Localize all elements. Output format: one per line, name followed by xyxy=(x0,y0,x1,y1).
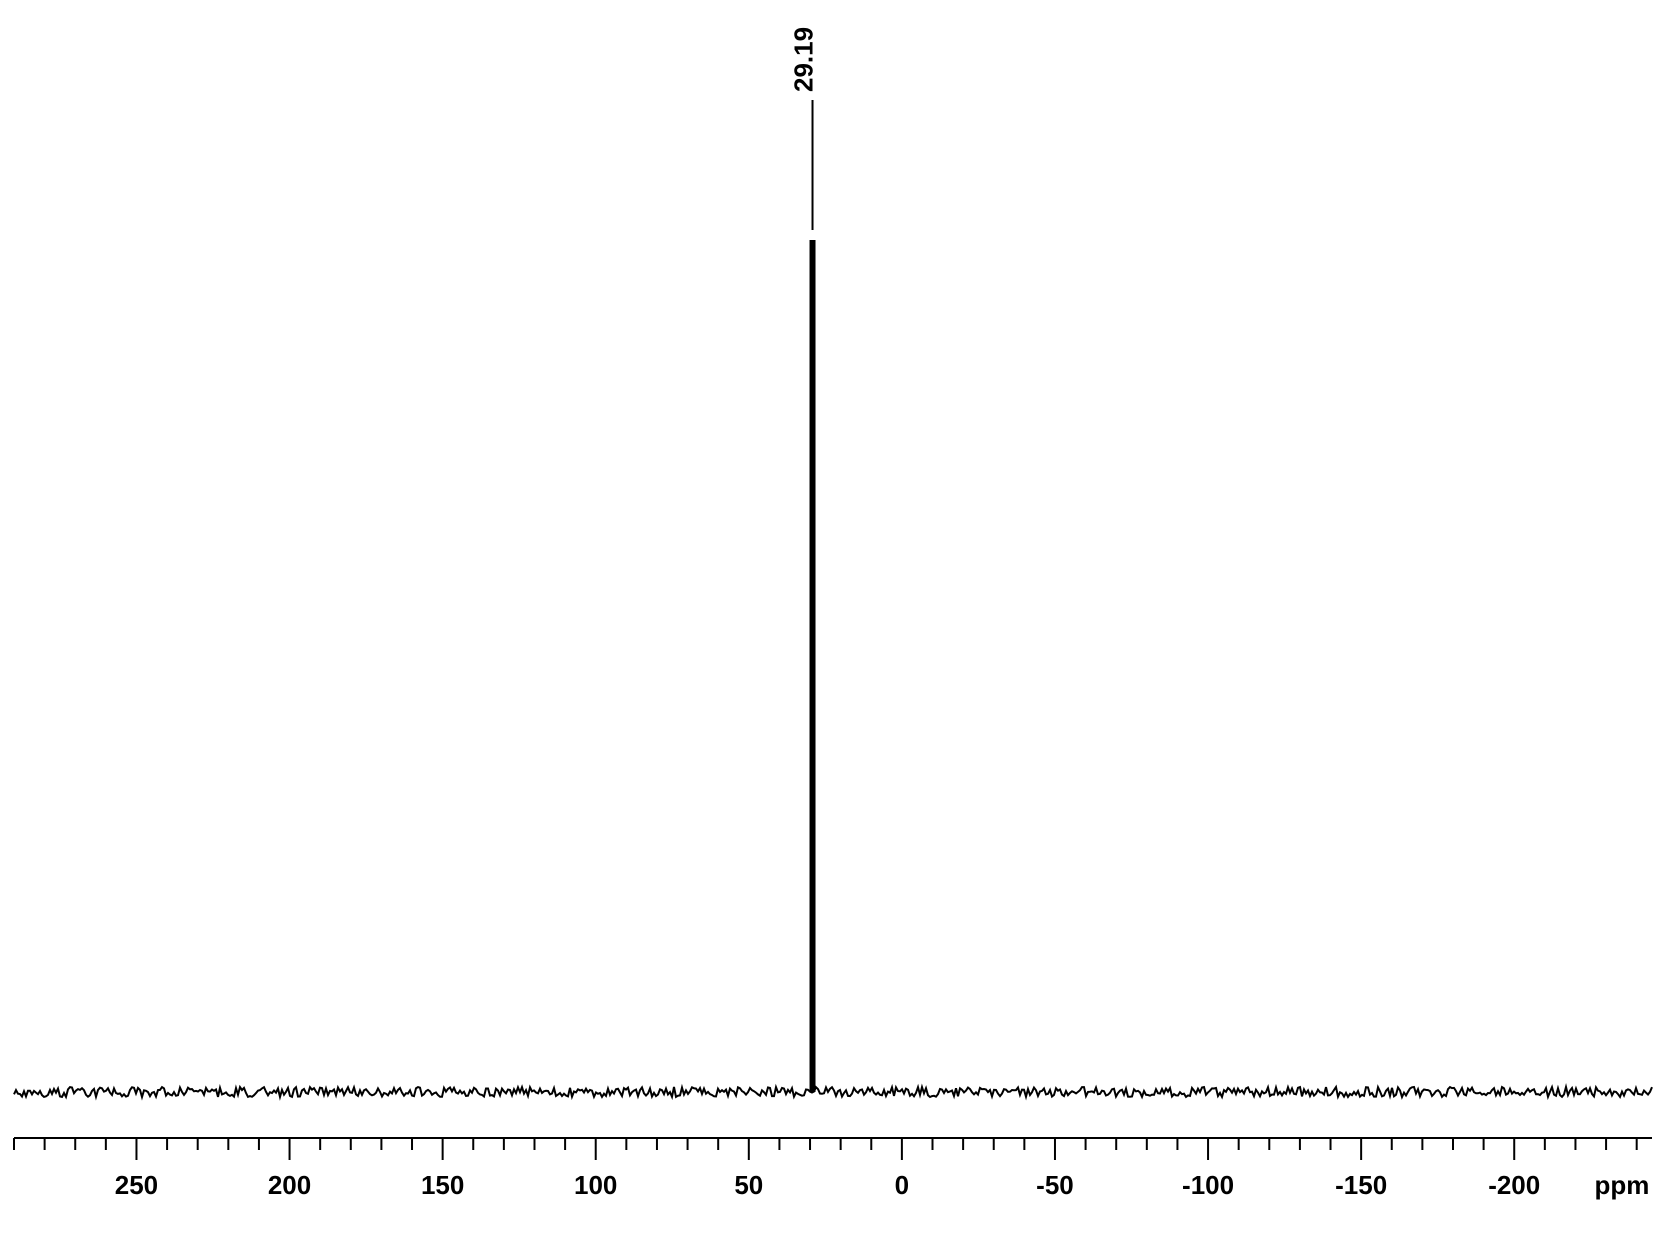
nmr-spectrum-chart: 29.19 250 200 150 100 50 0 -50 -100 -150 -200 ppm xyxy=(0,0,1660,1256)
peak-label: 29.19 xyxy=(789,27,819,92)
x-axis-unit-label: ppm xyxy=(1595,1170,1650,1200)
spectrum-svg: 29.19 250 200 150 100 50 0 -50 -100 -150 -200 ppm xyxy=(0,0,1660,1256)
x-tick-label: -100 xyxy=(1182,1170,1234,1200)
x-tick-label: -150 xyxy=(1335,1170,1387,1200)
x-tick-label: 0 xyxy=(895,1170,909,1200)
x-tick-label: -200 xyxy=(1488,1170,1540,1200)
x-tick-label: 250 xyxy=(115,1170,158,1200)
x-tick-label: 200 xyxy=(268,1170,311,1200)
x-tick-label: -50 xyxy=(1036,1170,1074,1200)
x-tick-label: 50 xyxy=(734,1170,763,1200)
x-tick-label: 100 xyxy=(574,1170,617,1200)
x-tick-label: 150 xyxy=(421,1170,464,1200)
